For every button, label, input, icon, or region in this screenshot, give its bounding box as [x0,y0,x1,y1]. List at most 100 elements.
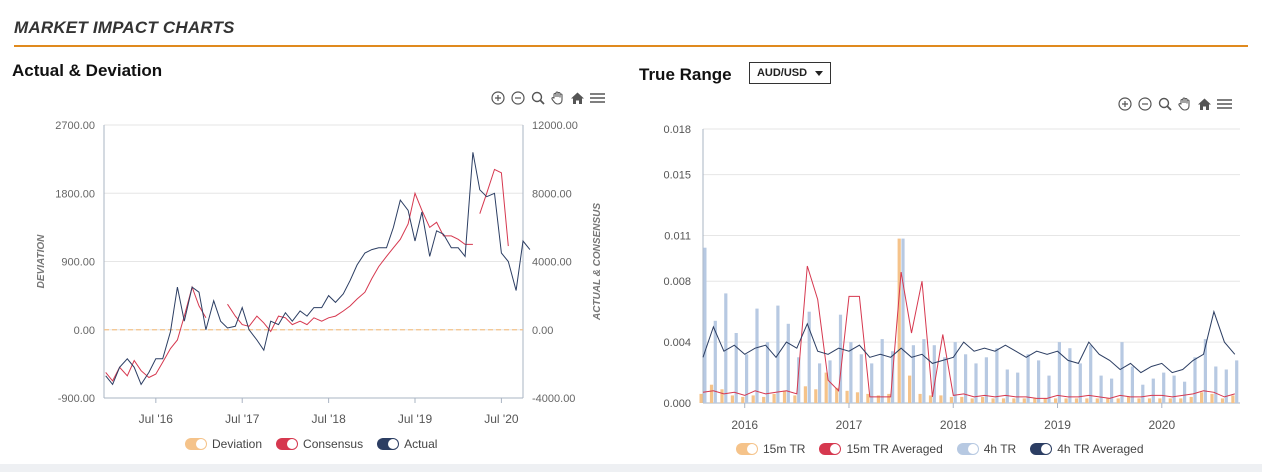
4h-tr-bar [1172,375,1176,403]
15m-tr-bar [855,392,860,403]
legend-item[interactable]: 4h TR [956,442,1017,456]
actual-deviation-chart[interactable]: 2700.00 12000.00 1800.00 8000.00 900.00 4000.… [0,0,630,440]
15m-tr-bar [1179,398,1183,403]
x-tick-label: Jul '18 [311,412,346,426]
legend-item[interactable]: Deviation [185,437,262,451]
15m-tr-bar [720,389,724,403]
legend-item[interactable]: 15m TR Averaged [819,442,943,456]
x-tick-label: Jul '19 [398,412,433,426]
4h-tr-bar [1214,366,1218,403]
15m-tr-bar [1106,398,1110,403]
magnify-icon[interactable] [1157,96,1172,111]
15m-tr-bar [1043,398,1047,403]
x-tick-label: Jul '16 [139,412,174,426]
x-tick-label: 2017 [836,418,863,432]
zoom-in-icon[interactable] [490,90,505,105]
page-footer-bar [0,464,1262,472]
legend-label: 15m TR Averaged [846,442,943,456]
15m-tr-bar [918,393,922,403]
15m-tr-bar [709,384,714,403]
4h-tr-bar [1068,348,1072,403]
15m-tr-bar [751,395,755,403]
15m-tr-bar [991,398,995,403]
true-range-chart[interactable]: 0.018 0.015 0.011 0.008 0.004 0.000 2016 2017 20… [0,0,1262,440]
y2-tick-label: 12000.00 [532,120,578,132]
x-tick-label: 2020 [1148,418,1175,432]
15m-tr-bar [1001,398,1006,403]
x-tick-label: Jul '20 [484,412,519,426]
home-icon[interactable] [1197,96,1212,111]
toggle-icon [276,438,299,450]
y2-tick-label: 8000.00 [532,188,572,200]
4h-tr-bar [1130,366,1134,403]
x-tick-label: 2019 [1044,418,1071,432]
legend-label: 4h TR Averaged [1057,442,1144,456]
4h-tr-bar [953,342,957,403]
consensus-series-line [479,168,509,247]
4h-tr-bar [713,320,717,403]
toggle-icon [377,438,400,450]
4h-tr-bar [765,342,770,403]
4h-tr-bar [1183,381,1187,403]
legend-item[interactable]: Consensus [276,437,363,451]
page-title: MARKET IMPACT CHARTS [14,18,235,37]
15m-tr-bar [730,395,734,403]
toggle-icon [956,443,979,455]
pan-hand-icon[interactable] [1177,96,1192,111]
4h-tr-bar [1162,372,1166,403]
zoom-in-icon[interactable] [1117,96,1132,111]
15m-tr-bar [793,395,797,403]
15m-tr-bar [814,389,818,403]
15m-tr-bar [1220,398,1225,403]
4h-tr-bar [922,339,926,403]
currency-pair-select[interactable]: AUD/USD [749,62,831,84]
15m-tr-bar [897,238,901,403]
15m-tr-bar [960,396,964,403]
15m-tr-bar [1054,398,1058,403]
4h-tr-bar [1151,378,1155,403]
15m-tr-bar [908,375,912,403]
legend-item[interactable]: 15m TR [736,442,805,456]
legend-label: 15m TR [763,442,806,456]
4h-tr-bar [703,247,707,403]
y2-tick-label: 0.00 [532,325,553,337]
15m-tr-bar [866,393,870,403]
15m-tr-bar [1116,398,1120,403]
left-chart-legend: Deviation Consensus Actual [185,437,437,451]
15m-tr-bar [1137,398,1141,403]
4h-tr-bar [1193,357,1197,403]
4h-tr-bar [1110,378,1114,403]
toggle-icon [185,438,207,450]
home-icon[interactable] [570,90,585,105]
chevron-down-icon [815,70,824,76]
legend-label: 4h TR [983,442,1017,456]
15m-tr-bar [928,395,933,403]
menu-icon[interactable] [590,90,605,105]
zoom-out-icon[interactable] [1137,96,1152,111]
4h-tr-bar [734,333,738,403]
4h-tr-bar [1037,360,1041,403]
15m-tr-bar [1158,398,1162,403]
4h-tr-bar [880,339,884,403]
actual-series-line [105,152,531,386]
15m-tr-bar [1231,395,1235,403]
y-tick-label: 0.018 [663,124,691,136]
15m-tr-bar [1022,398,1026,403]
left-chart-title: Actual & Deviation [12,61,163,80]
y-tick-label: -900.00 [58,393,95,405]
15m-tr-bar [1095,398,1099,403]
legend-item[interactable]: 4h TR Averaged [1030,442,1144,456]
y-tick-label: 2700.00 [55,120,95,132]
magnify-icon[interactable] [530,90,545,105]
4h-tr-bar [1005,369,1009,403]
zoom-out-icon[interactable] [510,90,525,105]
toggle-icon [819,443,842,455]
pan-hand-icon[interactable] [550,90,565,105]
15m-tr-bar [1064,398,1068,403]
menu-icon[interactable] [1217,96,1232,111]
4h-tr-bar [870,363,874,403]
4h-tr-bar [1047,375,1051,403]
y2-tick-label: 4000.00 [532,257,572,269]
4h-tr-bar [932,345,936,403]
legend-item[interactable]: Actual [377,437,437,451]
